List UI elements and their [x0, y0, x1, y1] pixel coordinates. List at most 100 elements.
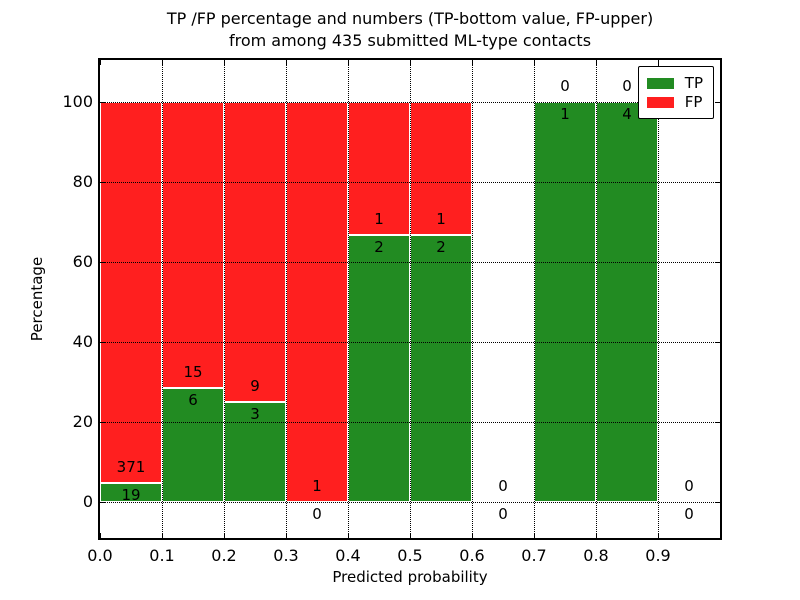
- tp-count-label: 4: [622, 105, 632, 123]
- y-tick-label: 20: [72, 412, 93, 431]
- tp-count-label: 3: [250, 405, 260, 423]
- bar-segment-fp: [162, 102, 224, 388]
- x-tick-mark: [471, 533, 473, 538]
- x-tick-label: 0.2: [211, 546, 237, 565]
- x-tick-mark: [595, 60, 597, 65]
- x-tick-label: 0.5: [397, 546, 423, 565]
- fp-count-label: 0: [498, 477, 508, 495]
- bar-segment-tp: [224, 402, 286, 502]
- x-tick-label: 0.6: [459, 546, 485, 565]
- gridline-vertical: [348, 60, 349, 538]
- y-tick-mark: [100, 421, 105, 423]
- x-tick-mark: [223, 533, 225, 538]
- gridline-vertical: [534, 60, 535, 538]
- fp-count-label: 0: [622, 77, 632, 95]
- legend-label: TP: [684, 74, 703, 92]
- legend-item: FP: [646, 93, 703, 111]
- chart-title-line-2: from among 435 submitted ML-type contact…: [228, 31, 592, 50]
- x-tick-mark: [657, 533, 659, 538]
- gridline-vertical: [410, 60, 411, 538]
- x-tick-label: 0.7: [521, 546, 547, 565]
- bar-segment-tp: [100, 482, 162, 502]
- y-tick-mark: [100, 101, 105, 103]
- y-tick-mark: [100, 261, 105, 263]
- x-tick-label: 0.8: [583, 546, 609, 565]
- x-tick-mark: [409, 60, 411, 65]
- bar-segment-fp: [348, 102, 410, 236]
- fp-count-label: 15: [183, 362, 203, 381]
- x-tick-label: 0.1: [149, 546, 175, 565]
- fp-count-label: 1: [374, 210, 384, 229]
- chart-title-line-1: TP /FP percentage and numbers (TP-bottom…: [166, 9, 654, 28]
- x-tick-mark: [99, 533, 101, 538]
- x-tick-mark: [161, 60, 163, 65]
- fp-count-label: 0: [684, 477, 694, 495]
- gridline-vertical: [658, 60, 659, 538]
- bar-segment-tp: [410, 235, 472, 502]
- bar-segment-fp: [286, 102, 348, 502]
- x-tick-mark: [161, 533, 163, 538]
- bar-segment-tp: [162, 387, 224, 502]
- bar-segment-tp: [596, 102, 658, 502]
- plot-area: TP FP 371 19 15 6 9 3 1 0 1 2 1 2 0 0 0 1 0 4 0 0: [98, 58, 722, 540]
- legend-item: TP: [646, 74, 703, 92]
- x-axis-label: Predicted probability: [332, 568, 488, 586]
- y-tick-label: 0: [82, 492, 93, 511]
- x-tick-mark: [533, 533, 535, 538]
- x-tick-label: 0.9: [645, 546, 671, 565]
- y-tick-label: 80: [72, 172, 93, 191]
- bar-segment-tp: [534, 102, 596, 502]
- y-tick-mark: [715, 341, 720, 343]
- fp-count-label: 1: [312, 477, 322, 495]
- x-tick-mark: [347, 60, 349, 65]
- fp-count-label: 1: [436, 210, 446, 229]
- legend-label: FP: [684, 93, 703, 111]
- tp-count-label: 1: [560, 105, 570, 123]
- gridline-vertical: [596, 60, 597, 538]
- y-tick-label: 40: [72, 332, 93, 351]
- y-tick-mark: [100, 181, 105, 183]
- y-tick-mark: [715, 421, 720, 423]
- y-tick-mark: [715, 101, 720, 103]
- tp-count-label: 2: [374, 238, 384, 257]
- bar-segment-fp: [224, 102, 286, 402]
- bar-segment-tp: [348, 235, 410, 502]
- x-tick-label: 0.3: [273, 546, 299, 565]
- y-tick-label: 60: [72, 252, 93, 271]
- x-tick-mark: [471, 60, 473, 65]
- fp-count-label: 9: [250, 377, 260, 395]
- y-tick-mark: [100, 341, 105, 343]
- legend-swatch-tp-icon: [646, 77, 674, 89]
- gridline-vertical: [224, 60, 225, 538]
- tp-count-label: 0: [312, 505, 322, 523]
- x-tick-label: 0.0: [87, 546, 113, 565]
- gridline-vertical: [472, 60, 473, 538]
- gridline-vertical: [286, 60, 287, 538]
- x-tick-mark: [285, 533, 287, 538]
- y-tick-mark: [715, 181, 720, 183]
- tp-count-label: 2: [436, 238, 446, 257]
- x-tick-mark: [285, 60, 287, 65]
- y-tick-mark: [715, 501, 720, 503]
- fp-count-label: 0: [560, 77, 570, 95]
- legend: TP FP: [637, 66, 714, 119]
- y-tick-label: 100: [62, 92, 93, 111]
- x-tick-mark: [347, 533, 349, 538]
- tp-count-label: 6: [188, 390, 198, 409]
- gridline-vertical: [162, 60, 163, 538]
- tp-count-label: 0: [684, 505, 694, 523]
- x-tick-mark: [533, 60, 535, 65]
- y-tick-mark: [715, 261, 720, 263]
- x-tick-mark: [409, 533, 411, 538]
- fp-count-label: 371: [116, 457, 146, 476]
- x-tick-mark: [223, 60, 225, 65]
- legend-swatch-fp-icon: [646, 96, 674, 108]
- x-tick-label: 0.4: [335, 546, 361, 565]
- bar-segment-fp: [100, 102, 162, 483]
- chart-title: TP /FP percentage and numbers (TP-bottom…: [100, 8, 720, 52]
- x-tick-mark: [595, 533, 597, 538]
- tp-count-label: 0: [498, 505, 508, 523]
- y-tick-mark: [100, 501, 105, 503]
- x-tick-mark: [99, 60, 101, 65]
